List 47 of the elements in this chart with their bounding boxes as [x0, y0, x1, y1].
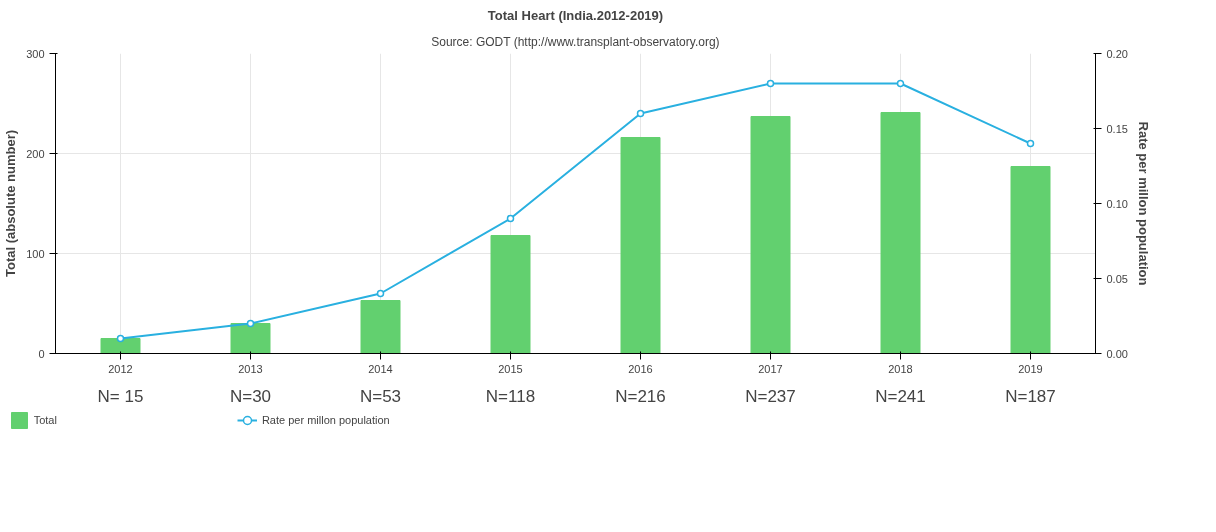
x-tick-label: 2017: [758, 362, 783, 375]
data-label: N=237: [745, 386, 796, 406]
point: [896, 79, 905, 88]
bar: [490, 235, 531, 354]
bar: [750, 116, 791, 354]
bar: [620, 137, 661, 354]
y2-tick-label: 0.00: [1106, 347, 1128, 360]
data-label: N=53: [359, 386, 402, 406]
point: [376, 289, 385, 298]
point: [766, 79, 775, 88]
y-tick-label: 0: [38, 347, 45, 360]
y2-tick-label: 0.20: [1106, 47, 1128, 60]
data-label: N=30: [229, 386, 272, 406]
data-label: N=216: [615, 386, 666, 406]
y-axis-title: Total (absolute number): [3, 129, 19, 278]
point: [116, 334, 125, 343]
y2-tick-label: 0.10: [1106, 197, 1128, 210]
x-tick-label: 2015: [498, 362, 523, 375]
chart-title: Total Heart (India.2012-2019): [487, 7, 664, 23]
x-tick-label: 2014: [368, 362, 393, 375]
legend-label: Rate per millon population: [261, 414, 390, 426]
bar: [230, 323, 271, 354]
x-tick-label: 2013: [238, 362, 263, 375]
x-tick-label: 2016: [628, 362, 653, 375]
legend-label: Total: [33, 414, 57, 426]
y2-axis-title: Rate per millon population: [1135, 121, 1151, 286]
bar: [360, 300, 401, 354]
data-label: N=187: [1005, 386, 1056, 406]
x-tick-label: 2018: [888, 362, 913, 375]
data-label: N=118: [485, 386, 536, 406]
point: [506, 214, 515, 223]
data-label: N=241: [875, 386, 926, 406]
bar: [1010, 166, 1051, 354]
bar: [100, 338, 141, 354]
y-tick-label: 100: [26, 247, 45, 260]
y-tick-label: 200: [26, 147, 45, 160]
x-tick-label: 2012: [108, 362, 133, 375]
y2-tick-label: 0.15: [1106, 122, 1128, 135]
point: [1026, 139, 1035, 148]
y-tick-label: 300: [26, 47, 45, 60]
bar: [880, 112, 921, 354]
y2-tick-label: 0.05: [1106, 272, 1128, 285]
data-label: N= 15: [97, 386, 144, 406]
point: [246, 319, 255, 328]
x-tick-label: 2019: [1018, 362, 1043, 375]
point: [636, 109, 645, 118]
chart-subtitle: Source: GODT (http://www.transplant-observatory.org): [431, 34, 720, 49]
